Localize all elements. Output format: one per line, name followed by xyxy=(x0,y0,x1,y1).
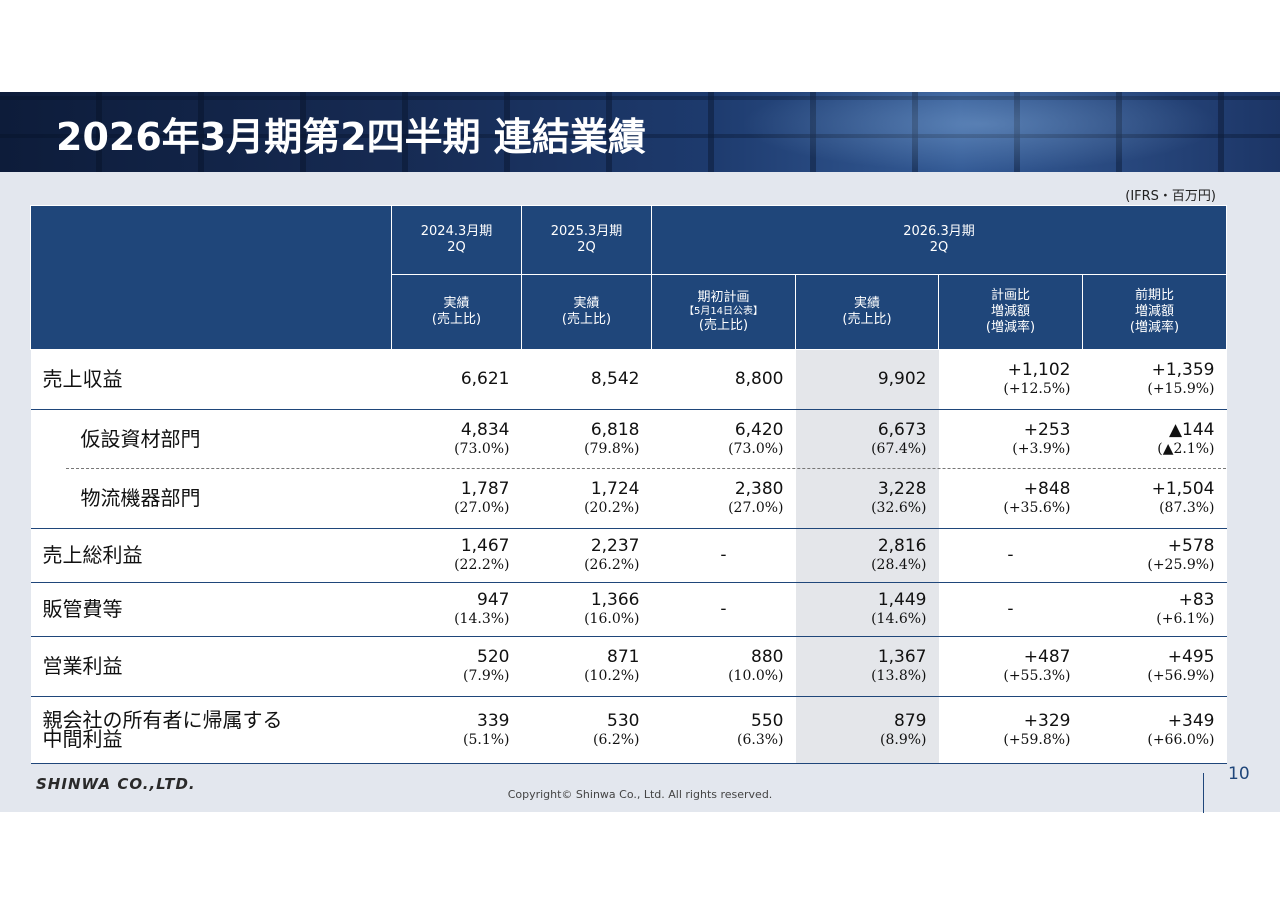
cell-vs-plan: +487 (+55.3%) xyxy=(938,636,1083,697)
row-label: 親会社の所有者に帰属する 中間利益 xyxy=(30,696,392,764)
table-row-net-profit: 親会社の所有者に帰属する 中間利益 339 (5.1%) 530 (6.2%) 55… xyxy=(30,696,1227,764)
row-label: 売上収益 xyxy=(30,349,392,410)
cell-actual-2026: 1,449 (14.6%) xyxy=(795,582,939,637)
header-row-columns: 実績 (売上比) 実績 (売上比) 期初計画 【5月14日公表】 (売上比) 実… xyxy=(31,274,1227,350)
banner-highlight xyxy=(740,92,1220,172)
header-fy2026: 2026.3月期 2Q xyxy=(651,205,1227,275)
cell-vs-prev: +349 (+66.0%) xyxy=(1082,696,1227,764)
cell-vs-prev: ▲144 (▲2.1%) xyxy=(1082,409,1227,469)
cell-vs-prev: +83 (+6.1%) xyxy=(1082,582,1227,637)
cell-plan: 8,800 xyxy=(651,349,796,410)
header-fy2024: 2024.3月期 2Q xyxy=(391,205,522,275)
cell-plan: 6,420 (73.0%) xyxy=(651,409,796,469)
header-actual-2024: 実績 (売上比) xyxy=(391,274,522,350)
cell-vs-prev: +1,504 (87.3%) xyxy=(1082,469,1227,529)
cell-actual-2024: 4,834 (73.0%) xyxy=(391,409,522,469)
cell-actual-2025: 6,818 (79.8%) xyxy=(521,409,652,469)
cell-actual-2024: 1,787 (27.0%) xyxy=(391,469,522,529)
unit-note: (IFRS・百万円) xyxy=(1125,189,1216,204)
table-row-logistics-equipment: 物流機器部門 1,787 (27.0%) 1,724 (20.2%) 2,380 (2… xyxy=(30,469,1227,529)
page-number: 10 xyxy=(1228,764,1250,784)
table-row-sales: 売上収益 6,621 8,542 8,800 9,902 +1,102 (+12.… xyxy=(30,349,1227,410)
banner-building-pattern xyxy=(0,92,1280,172)
cell-actual-2024: 6,621 xyxy=(391,349,522,410)
row-label-line2: 中間利益 xyxy=(42,727,123,751)
cell-actual-2025: 871 (10.2%) xyxy=(521,636,652,697)
row-label: 販管費等 xyxy=(30,582,392,637)
page-number-divider xyxy=(1203,773,1204,813)
copyright-text: Copyright© Shinwa Co., Ltd. All rights r… xyxy=(507,788,773,801)
cell-vs-prev: +1,359 (+15.9%) xyxy=(1082,349,1227,410)
cell-actual-2026: 6,673 (67.4%) xyxy=(795,409,939,469)
row-label: 売上総利益 xyxy=(30,528,392,583)
cell-actual-2026: 1,367 (13.8%) xyxy=(795,636,939,697)
cell-plan: - xyxy=(651,528,796,583)
company-logo: SHINWA CO.,LTD. xyxy=(36,775,196,793)
cell-actual-2026: 9,902 xyxy=(795,349,939,410)
slide: 2026年3月期第2四半期 連結業績 (IFRS・百万円) 2024.3月期 2… xyxy=(0,92,1280,813)
table-row-operating-profit: 営業利益 520 (7.9%) 871 (10.2%) 880 (10.0%) 1,3… xyxy=(30,636,1227,697)
segment-divider xyxy=(66,468,1226,469)
table-row-temporary-materials: 仮設資材部門 4,834 (73.0%) 6,818 (79.8%) 6,420 (7… xyxy=(30,409,1227,469)
cell-actual-2025: 1,724 (20.2%) xyxy=(521,469,652,529)
header-actual-2026: 実績 (売上比) xyxy=(795,274,939,350)
cell-plan: 2,380 (27.0%) xyxy=(651,469,796,529)
cell-actual-2025: 530 (6.2%) xyxy=(521,696,652,764)
financial-results-table: 2024.3月期 2Q 2025.3月期 2Q 2026.3月期 2Q 実績 (… xyxy=(30,205,1227,764)
cell-plan: 550 (6.3%) xyxy=(651,696,796,764)
row-label: 物流機器部門 xyxy=(30,469,392,529)
cell-plan: - xyxy=(651,582,796,637)
row-label: 営業利益 xyxy=(30,636,392,697)
row-label-line1: 親会社の所有者に帰属する xyxy=(42,708,283,732)
cell-vs-prev: +495 (+56.9%) xyxy=(1082,636,1227,697)
header-fy2025: 2025.3月期 2Q xyxy=(521,205,652,275)
header-row-period: 2024.3月期 2Q 2025.3月期 2Q 2026.3月期 2Q xyxy=(30,205,1227,350)
cell-vs-plan: +1,102 (+12.5%) xyxy=(938,349,1083,410)
row-label: 仮設資材部門 xyxy=(30,409,392,469)
cell-vs-plan: +253 (+3.9%) xyxy=(938,409,1083,469)
cell-actual-2024: 520 (7.9%) xyxy=(391,636,522,697)
cell-actual-2025: 2,237 (26.2%) xyxy=(521,528,652,583)
header-initial-plan: 期初計画 【5月14日公表】 (売上比) xyxy=(651,274,796,350)
cell-vs-plan: - xyxy=(938,582,1083,637)
cell-vs-plan: +848 (+35.6%) xyxy=(938,469,1083,529)
cell-vs-prev: +578 (+25.9%) xyxy=(1082,528,1227,583)
cell-actual-2025: 8,542 xyxy=(521,349,652,410)
header-vs-plan: 計画比 増減額 (増減率) xyxy=(938,274,1083,350)
cell-actual-2026: 879 (8.9%) xyxy=(795,696,939,764)
table-row-sga-expenses: 販管費等 947 (14.3%) 1,366 (16.0%) - 1,449 (14.… xyxy=(30,582,1227,637)
page-title: 2026年3月期第2四半期 連結業績 xyxy=(56,115,646,159)
cell-vs-plan: - xyxy=(938,528,1083,583)
table-row-gross-profit: 売上総利益 1,467 (22.2%) 2,237 (26.2%) - 2,816(… xyxy=(30,528,1227,583)
cell-actual-2026: 2,816 (28.4%) xyxy=(795,528,939,583)
cell-vs-plan: +329 (+59.8%) xyxy=(938,696,1083,764)
cell-plan: 880 (10.0%) xyxy=(651,636,796,697)
cell-actual-2024: 339 (5.1%) xyxy=(391,696,522,764)
cell-actual-2024: 1,467 (22.2%) xyxy=(391,528,522,583)
header-vs-prev: 前期比 増減額 (増減率) xyxy=(1082,274,1227,350)
cell-actual-2026: 3,228 (32.6%) xyxy=(795,469,939,529)
title-banner: 2026年3月期第2四半期 連結業績 xyxy=(0,92,1280,172)
cell-actual-2024: 947 (14.3%) xyxy=(391,582,522,637)
header-actual-2025: 実績 (売上比) xyxy=(521,274,652,350)
cell-actual-2025: 1,366 (16.0%) xyxy=(521,582,652,637)
header-corner xyxy=(30,205,392,350)
